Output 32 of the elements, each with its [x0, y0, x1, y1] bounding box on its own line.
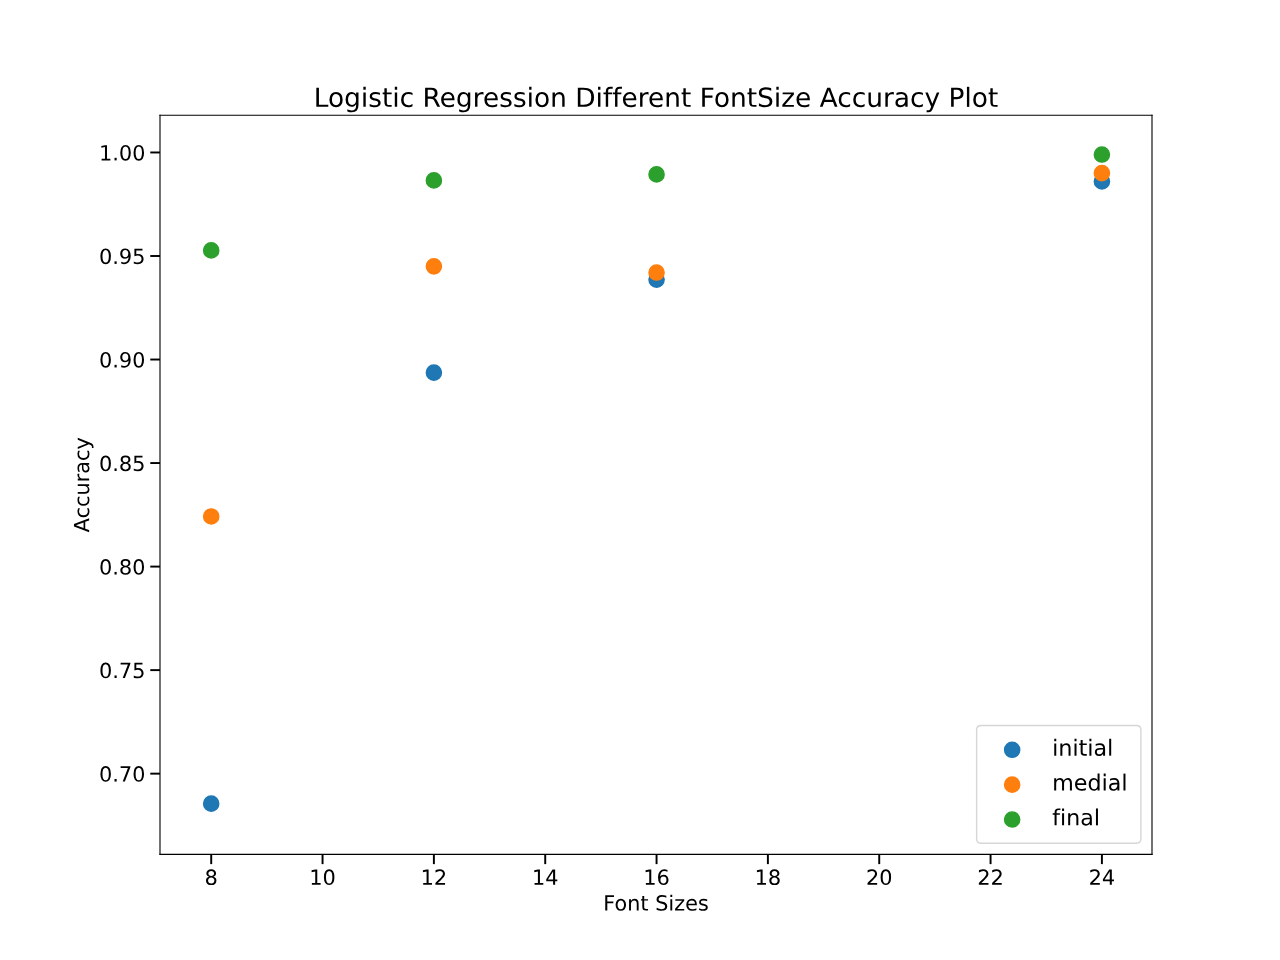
point	[425, 258, 443, 275]
x-tick-label: 14	[534, 869, 558, 885]
x-tick-label: 22	[978, 869, 1002, 885]
legend-label: initial	[1054, 738, 1112, 756]
x-axis-title: Font Sizes	[605, 894, 708, 911]
y-tick-label: 0.85	[100, 455, 144, 472]
legend-label: medial	[1054, 773, 1126, 791]
x-tick-label: 8	[206, 869, 217, 886]
chart-title: Logistic Regression Different FontSize Accuracy Plot	[316, 86, 998, 113]
point	[1093, 146, 1111, 163]
y-tick-label: 0.90	[100, 351, 145, 368]
point	[425, 172, 443, 189]
y-tick-label: 0.80	[100, 559, 145, 575]
x-tick-label: 16	[645, 869, 669, 886]
x-tick-label: 18	[756, 869, 780, 886]
x-tick-label: 10	[311, 869, 335, 886]
point	[202, 508, 220, 525]
point	[1093, 164, 1111, 182]
y-tick-label: 0.75	[100, 662, 144, 679]
y-tick-label: 1.00	[101, 144, 145, 161]
point	[202, 242, 220, 259]
x-tick-label: 12	[422, 869, 446, 885]
point	[425, 364, 443, 381]
y-tick-label: 0.95	[100, 248, 144, 265]
legend-label: final	[1052, 808, 1098, 826]
point	[648, 166, 665, 183]
y-tick-label: 0.70	[100, 766, 145, 782]
point	[202, 795, 220, 812]
x-tick-label: 20	[867, 869, 892, 886]
x-tick-label: 24	[1090, 869, 1114, 885]
y-axis-title: Accuracy	[73, 437, 94, 533]
point	[648, 264, 665, 281]
